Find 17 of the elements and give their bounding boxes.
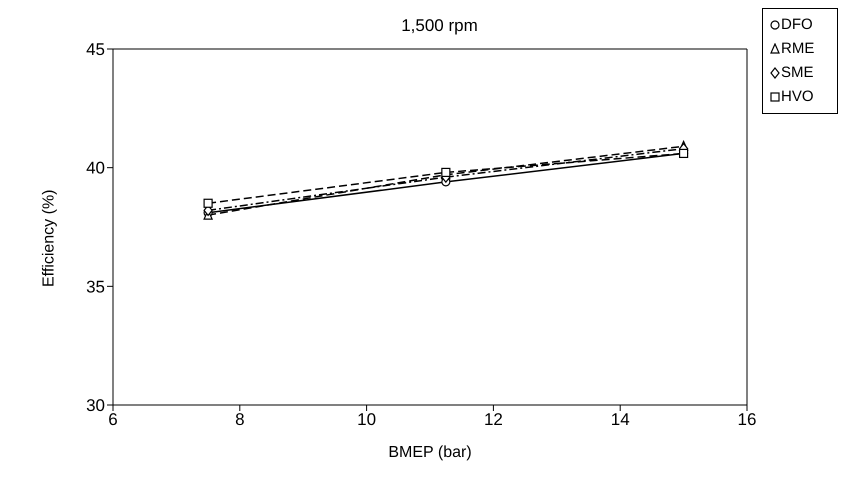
x-tick-label: 6 <box>108 410 118 430</box>
legend-label: DFO <box>781 15 813 35</box>
y-tick-label: 45 <box>86 40 105 60</box>
x-tick-label: 8 <box>235 410 245 430</box>
y-axis-title: Efficiency (%) <box>40 189 58 287</box>
y-tick-label: 40 <box>86 158 105 178</box>
y-tick-label: 30 <box>86 396 105 416</box>
legend-label: SME <box>781 63 814 83</box>
x-axis-title: BMEP (bar) <box>388 444 472 461</box>
y-tick-label: 35 <box>86 277 105 296</box>
x-tick-label: 16 <box>738 410 756 430</box>
x-tick-label: 14 <box>610 410 630 430</box>
legend-label: HVO <box>781 87 814 107</box>
x-tick-label: 10 <box>357 410 376 430</box>
chart-title: 1,500 rpm <box>400 16 479 36</box>
legend-label: RME <box>781 39 814 59</box>
x-tick-label: 12 <box>484 410 503 430</box>
